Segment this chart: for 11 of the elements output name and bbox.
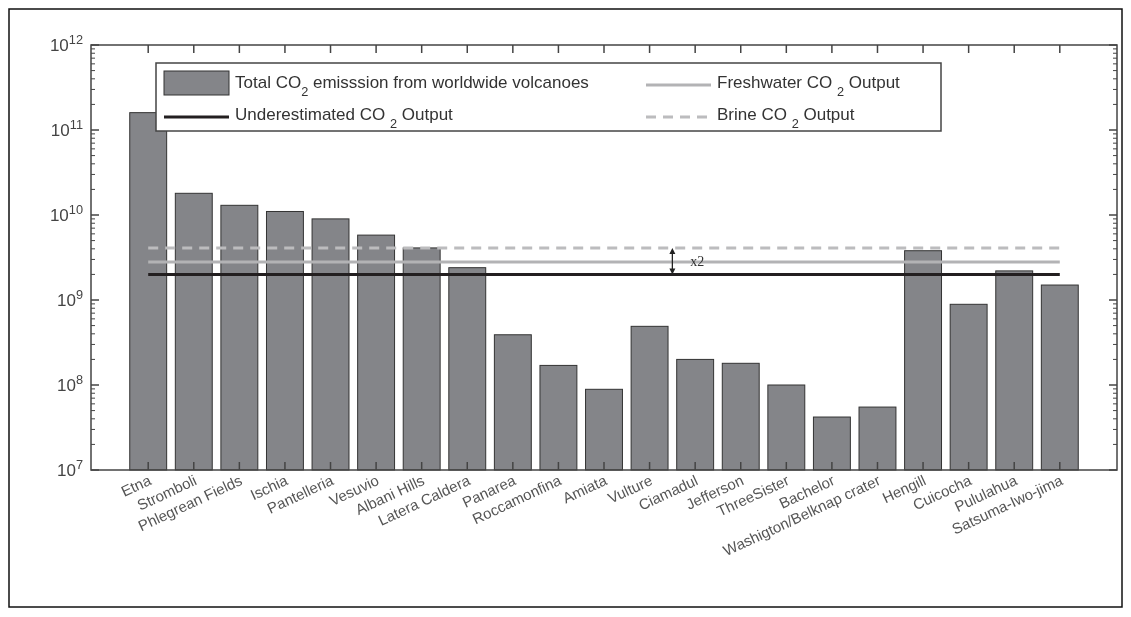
y-tick-label: 10$^{7}$ — [56, 456, 83, 480]
legend-label: Underestimated CO $_{2}$ Output — [235, 105, 454, 131]
y-tick-label: 10$^{8}$ — [56, 371, 83, 395]
y-tick-label: 10$^{11}$ — [50, 116, 83, 140]
y-tick-label: 10$^{12}$ — [49, 31, 83, 55]
legend-label: Total CO$_{2}$ emisssion from worldwide volcanoes — [235, 73, 589, 99]
y-tick-label: 10$^{10}$ — [49, 201, 83, 225]
legend-label: Brine CO $_{2}$ Output — [717, 105, 855, 131]
annotation: x2 — [690, 254, 705, 270]
legend-label: Freshwater CO $_{2}$ Output — [717, 73, 901, 99]
y-tick-label: 10$^{9}$ — [56, 286, 83, 310]
